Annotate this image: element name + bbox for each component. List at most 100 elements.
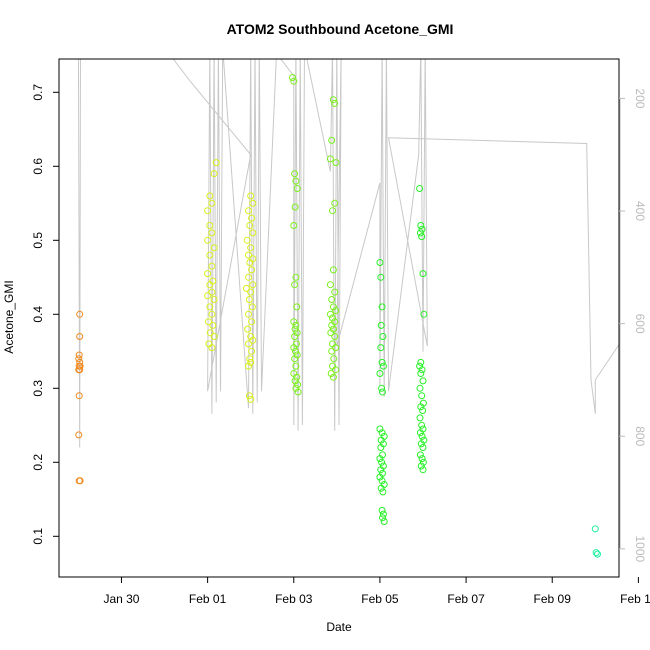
data-point-series-3: [292, 273, 300, 281]
x-tick-label: Feb 03: [275, 592, 313, 606]
data-point-series-4: [378, 358, 386, 366]
data-point-series-4: [417, 358, 425, 366]
data-point-series-3: [326, 281, 334, 289]
data-point-series-2: [245, 296, 253, 303]
data-point-series-1: [75, 355, 83, 363]
data-point-series-2: [248, 318, 256, 326]
data-point-series-2: [206, 329, 214, 337]
pressure-track-layer: [77, 59, 619, 448]
data-point-series-1: [76, 333, 84, 340]
data-point-series-4: [377, 273, 385, 281]
data-point-series-3: [328, 296, 336, 303]
data-point-series-3: [331, 333, 339, 340]
right-tick-label: 200: [633, 88, 647, 108]
data-point-series-4: [419, 270, 427, 278]
data-point-series-5: [633, 482, 639, 488]
data-point-series-3: [331, 99, 339, 107]
data-point-series-4: [417, 403, 425, 411]
data-point-series-3: [329, 314, 336, 322]
data-point-series-2: [210, 244, 218, 252]
data-point-series-2: [245, 362, 252, 370]
data-point-series-2: [242, 284, 250, 292]
right-tick-label: 400: [633, 201, 647, 221]
data-point-series-4: [377, 436, 385, 444]
data-point-series-3: [293, 185, 301, 192]
data-point-series-4: [419, 444, 427, 451]
data-point-series-1: [76, 366, 84, 374]
data-point-series-4: [377, 484, 385, 492]
data-point-series-3: [331, 199, 339, 207]
data-point-series-5: [633, 522, 639, 528]
x-tick-label: Feb 05: [361, 592, 399, 606]
data-point-series-1: [75, 431, 83, 439]
data-point-series-2: [246, 259, 254, 266]
data-point-series-2: [210, 170, 218, 178]
data-point-series-3: [291, 355, 299, 363]
data-point-series-3: [293, 373, 301, 381]
data-point-series-4: [416, 185, 424, 192]
chart-title: ATOM2 Southbound Acetone_GMI: [227, 21, 454, 37]
data-points-layer: [75, 74, 641, 558]
data-point-series-5: [635, 526, 641, 532]
data-point-series-4: [418, 455, 426, 463]
data-point-series-2: [248, 303, 256, 311]
data-point-series-5: [631, 463, 637, 469]
data-point-series-3: [331, 288, 339, 296]
data-point-series-4: [376, 473, 384, 481]
data-point-series-4: [417, 370, 425, 377]
data-point-series-2: [246, 355, 254, 363]
data-point-series-2: [212, 159, 220, 167]
data-point-series-2: [249, 281, 257, 289]
data-point-series-5: [635, 485, 641, 491]
data-point-series-2: [208, 344, 216, 352]
data-point-series-5: [629, 459, 635, 465]
data-point-series-3: [326, 155, 334, 163]
data-point-series-4: [378, 384, 386, 392]
data-point-series-2: [208, 229, 216, 237]
data-point-series-4: [418, 421, 426, 429]
data-point-series-2: [204, 292, 212, 300]
data-point-series-5: [634, 419, 640, 425]
data-point-series-3: [330, 355, 338, 363]
data-point-series-5: [634, 493, 640, 499]
data-point-series-3: [329, 373, 337, 381]
x-tick-label: Feb 01: [189, 592, 227, 606]
data-point-series-3: [329, 303, 337, 311]
data-point-series-4: [419, 458, 427, 466]
data-point-series-5: [633, 515, 639, 521]
data-point-series-5: [632, 393, 638, 399]
data-point-series-1: [76, 358, 84, 366]
data-point-series-4: [379, 488, 387, 496]
data-point-series-4: [378, 506, 386, 514]
data-point-series-5: [634, 474, 640, 480]
data-point-series-3: [289, 74, 296, 81]
data-point-series-5: [632, 507, 638, 513]
data-point-series-4: [418, 392, 426, 400]
data-point-series-3: [328, 321, 336, 329]
data-point-series-4: [377, 444, 385, 451]
data-point-series-5: [594, 550, 601, 558]
data-point-series-3: [291, 281, 299, 289]
data-point-series-2: [206, 192, 214, 200]
x-tick-label: Feb 09: [534, 592, 572, 606]
data-point-series-1: [76, 310, 84, 318]
data-point-series-1: [75, 392, 83, 400]
data-point-series-4: [377, 344, 385, 352]
data-point-series-5: [632, 489, 638, 495]
data-point-series-3: [291, 333, 299, 340]
data-point-series-4: [379, 333, 387, 340]
data-point-series-3: [294, 388, 302, 396]
x-tick-label: Jan 30: [103, 592, 139, 606]
data-point-series-3: [292, 384, 300, 392]
data-point-series-4: [418, 233, 426, 241]
data-point-series-4: [377, 466, 385, 474]
data-point-series-4: [378, 477, 386, 485]
data-point-series-3: [332, 344, 340, 352]
data-point-series-3: [290, 344, 298, 352]
data-point-series-2: [243, 236, 251, 244]
x-axis-label: Date: [326, 620, 352, 634]
data-point-series-3: [291, 325, 299, 333]
data-point-series-2: [245, 310, 252, 318]
data-point-series-5: [633, 382, 639, 388]
